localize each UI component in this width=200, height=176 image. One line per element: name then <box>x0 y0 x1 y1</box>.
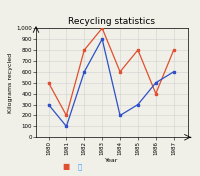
Text: 🔊: 🔊 <box>78 163 82 170</box>
Text: ■: ■ <box>62 162 70 171</box>
Y-axis label: Kilograms recycled: Kilograms recycled <box>8 53 13 113</box>
X-axis label: Year: Year <box>105 158 119 163</box>
Title: Recycling statistics: Recycling statistics <box>68 17 156 26</box>
